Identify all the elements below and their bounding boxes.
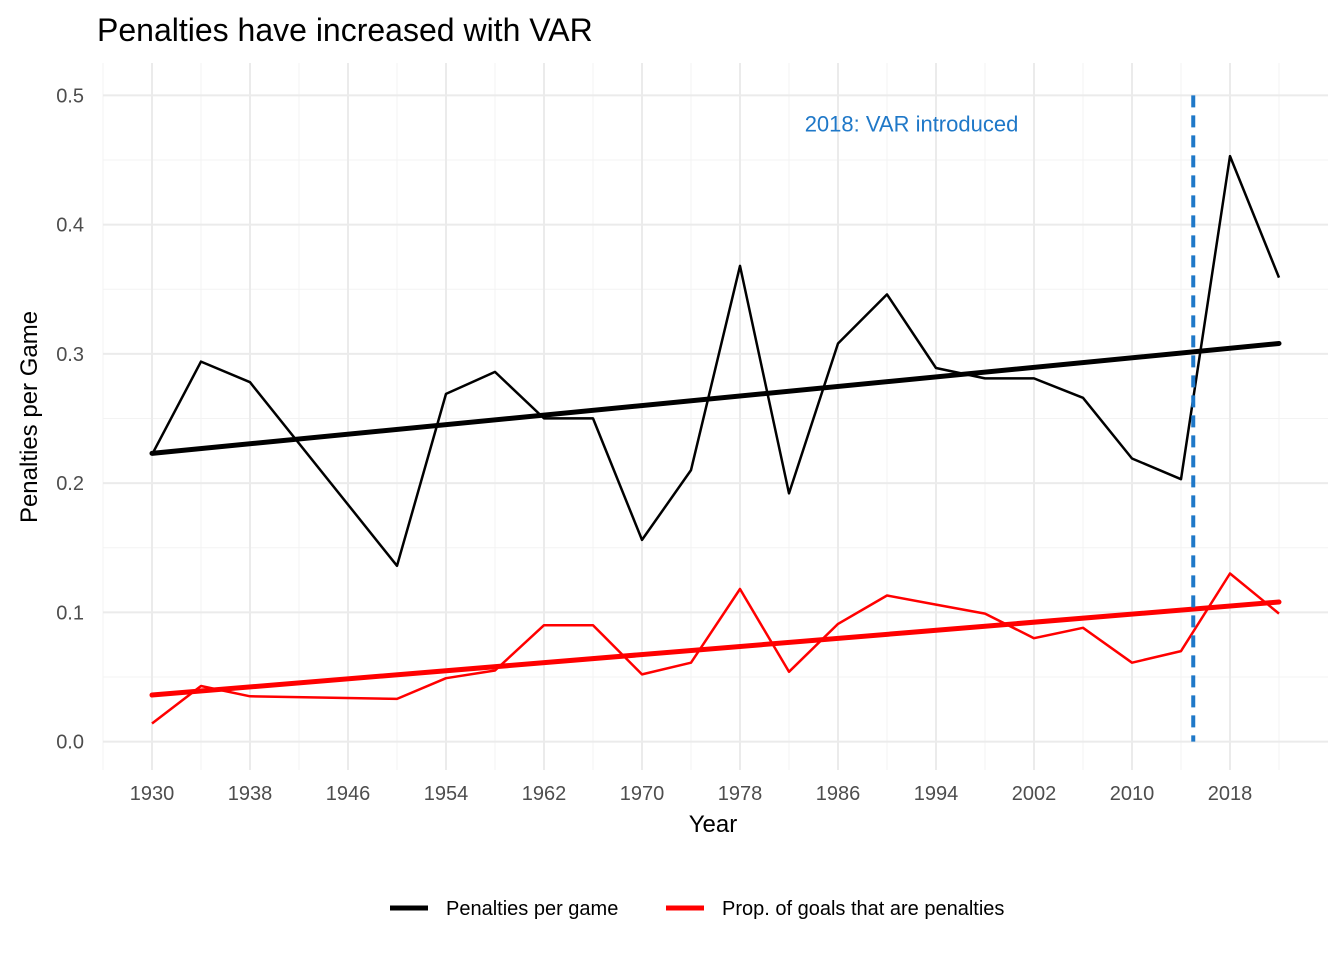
legend-label-1: Penalties per game: [446, 898, 618, 920]
series-lines: [149, 154, 1282, 725]
x-tick-label: 1970: [620, 783, 665, 805]
var-annotation: 2018: VAR introduced: [805, 112, 1019, 137]
x-tick-label: 1962: [522, 783, 567, 805]
y-tick-label: 0.1: [56, 602, 84, 624]
y-tick-label: 0.2: [56, 473, 84, 495]
x-tick-label: 1930: [130, 783, 175, 805]
y-tick-label: 0.5: [56, 85, 84, 107]
x-tick-label: 2010: [1110, 783, 1155, 805]
x-axis-title: Year: [689, 811, 738, 838]
series-line-1: [150, 154, 1281, 568]
trend-line-1: [149, 340, 1282, 456]
x-tick-label: 1978: [718, 783, 763, 805]
y-tick-label: 0.0: [56, 732, 84, 754]
grid: [102, 63, 1328, 770]
series-line-2: [151, 572, 1280, 725]
x-tick-label: 1938: [228, 783, 273, 805]
x-tick-label: 2002: [1012, 783, 1057, 805]
y-tick-labels: 0.0 0.1 0.2 0.3 0.4 0.5: [56, 85, 84, 753]
y-tick-label: 0.3: [56, 344, 84, 366]
x-tick-label: 2018: [1208, 783, 1253, 805]
annotations: 2018: VAR introduced: [805, 95, 1196, 742]
legend: Penalties per game Prop. of goals that ar…: [390, 898, 1004, 920]
y-tick-label: 0.4: [56, 215, 84, 237]
y-axis-title: Penalties per Game: [16, 311, 43, 523]
x-tick-label: 1986: [816, 783, 861, 805]
x-tick-label: 1994: [914, 783, 959, 805]
x-tick-labels: 1930 1938 1946 1954 1962 1970 1978 1986 1994 2002…: [130, 783, 1253, 805]
chart-title: Penalties have increased with VAR: [97, 12, 593, 48]
x-tick-label: 1954: [424, 783, 469, 805]
legend-label-2: Prop. of goals that are penalties: [722, 898, 1004, 920]
x-tick-label: 1946: [326, 783, 371, 805]
trend-line-2: [149, 599, 1282, 698]
